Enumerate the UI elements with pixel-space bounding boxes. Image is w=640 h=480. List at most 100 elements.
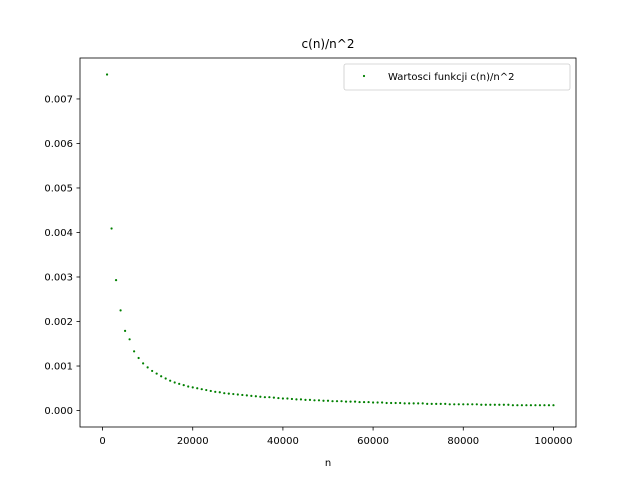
y-tick-label: 0.000	[44, 406, 73, 417]
chart-title: c(n)/n^2	[302, 37, 355, 51]
data-point	[448, 403, 451, 406]
y-tick-label: 0.001	[44, 362, 73, 373]
data-point	[277, 396, 280, 400]
x-tick-label: 100000	[534, 436, 572, 447]
data-point	[232, 392, 235, 396]
data-point	[340, 400, 343, 403]
data-point	[119, 309, 122, 312]
data-point	[272, 396, 275, 399]
y-tick-label: 0.005	[44, 184, 73, 195]
data-point	[362, 400, 366, 404]
data-point	[308, 398, 312, 401]
data-point	[349, 400, 352, 403]
data-point	[493, 403, 496, 406]
data-point	[313, 399, 316, 402]
data-point	[403, 402, 406, 405]
data-point	[529, 404, 533, 407]
data-point	[353, 400, 357, 403]
data-point	[263, 396, 266, 399]
axes-frame	[79, 57, 577, 428]
data-point	[371, 401, 375, 404]
data-point	[335, 400, 339, 403]
x-axis: 0 20000 40000 60000 80000 100000	[99, 427, 573, 447]
x-tick-label: 40000	[267, 436, 299, 447]
data-point	[475, 403, 478, 406]
x-axis-label: n	[325, 458, 331, 469]
data-point	[286, 397, 289, 400]
legend-label: Wartosci funkcji c(n)/n^2	[388, 72, 515, 83]
legend-box	[343, 63, 571, 91]
data-point	[191, 386, 194, 389]
data-point	[142, 362, 145, 365]
data-point	[214, 390, 217, 393]
y-tick-label: 0.004	[44, 228, 73, 239]
data-point	[105, 73, 109, 76]
data-point	[259, 395, 262, 398]
data-point	[430, 402, 433, 405]
data-point	[507, 403, 510, 406]
data-point	[511, 404, 514, 407]
data-point	[543, 404, 546, 407]
data-point	[295, 398, 298, 401]
plot-area	[105, 73, 555, 407]
data-point	[538, 404, 542, 407]
data-point	[547, 404, 551, 407]
x-tick-label: 60000	[357, 436, 389, 447]
data-point	[227, 392, 230, 395]
data-point	[304, 398, 307, 401]
data-point	[146, 366, 149, 369]
data-point	[223, 392, 226, 395]
data-point	[457, 403, 460, 406]
y-tick-label: 0.002	[44, 317, 73, 328]
data-point	[390, 401, 393, 405]
data-point	[480, 403, 483, 406]
data-point	[399, 401, 402, 405]
data-point	[114, 279, 118, 282]
data-point	[421, 402, 424, 405]
data-point	[187, 385, 190, 388]
x-tick-label: 20000	[177, 436, 209, 447]
data-point	[520, 404, 523, 407]
data-point	[462, 403, 465, 406]
data-point	[151, 369, 154, 373]
data-point	[322, 399, 325, 402]
data-point	[173, 381, 176, 384]
data-point	[498, 403, 501, 406]
data-point	[299, 398, 303, 401]
data-point	[516, 404, 519, 407]
data-point	[412, 402, 415, 405]
data-point	[381, 401, 384, 404]
data-point	[489, 403, 492, 406]
legend-marker	[362, 74, 366, 78]
data-point	[218, 391, 221, 394]
data-point	[254, 395, 257, 398]
data-point	[435, 402, 438, 405]
data-point	[317, 399, 321, 402]
data-point	[453, 403, 456, 406]
data-point	[281, 397, 285, 400]
data-point	[444, 402, 447, 405]
legend: Wartosci funkcji c(n)/n^2	[343, 63, 571, 91]
data-point	[200, 388, 203, 391]
data-point	[182, 384, 185, 387]
y-axis: 0.000 0.001 0.002 0.003 0.004 0.005 0.006 0.007	[44, 95, 80, 417]
data-point	[331, 400, 334, 403]
x-tick-label: 0	[99, 436, 105, 447]
data-point	[408, 402, 411, 405]
data-point	[552, 404, 555, 407]
data-point	[502, 403, 505, 406]
y-tick-label: 0.006	[44, 139, 73, 150]
data-point	[417, 402, 420, 405]
y-tick-label: 0.003	[44, 273, 73, 284]
data-point	[164, 377, 167, 380]
data-point	[205, 388, 208, 392]
data-point	[155, 372, 158, 375]
data-point	[178, 382, 181, 385]
data-point	[367, 400, 370, 404]
data-point	[268, 396, 271, 399]
data-point	[137, 356, 140, 360]
data-point	[394, 401, 397, 405]
data-point	[160, 375, 163, 378]
data-point	[358, 400, 361, 404]
